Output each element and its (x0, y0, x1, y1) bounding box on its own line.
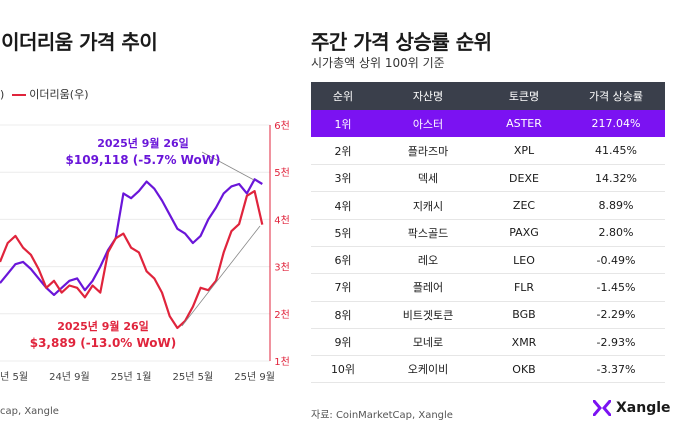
x-tick-label: 24년 9월 (49, 371, 90, 383)
table-row: 7위 플레어 FLR -1.45% (311, 273, 665, 302)
cell-change: -2.93% (567, 328, 665, 357)
cell-asset: 플레어 (375, 273, 481, 302)
header-asset: 자산명 (375, 82, 481, 110)
table-row: 8위 비트겟토큰 BGB -2.29% (311, 301, 665, 329)
y-axis-ticks: 1천 2천 3천 4천 5천 6천 (274, 120, 290, 368)
cell-asset: 지캐시 (375, 191, 481, 220)
y-tick-label: 5천 (274, 167, 290, 179)
cell-rank: 8위 (311, 301, 375, 329)
chart-grid (0, 124, 271, 362)
y-tick-label: 3천 (274, 262, 290, 274)
table-row: 5위 팍스골드 PAXG 2.80% (311, 219, 665, 247)
legend-eth-label: 이더리움(우) (29, 88, 89, 101)
x-tick-label: 25년 5월 (173, 371, 214, 383)
cell-asset: 플라즈마 (375, 137, 481, 166)
cell-change: 14.32% (567, 164, 665, 193)
xangle-logo-icon (593, 400, 611, 416)
btc-annotation-value: $109,118 (-5.7% WoW) (66, 153, 221, 167)
cell-change: -3.37% (567, 355, 665, 384)
cell-token: PAXG (481, 219, 567, 247)
x-tick-label: 24년 5월 (0, 371, 28, 383)
cell-asset: 레오 (375, 246, 481, 275)
cell-asset: 모네로 (375, 328, 481, 357)
cell-rank: 4위 (311, 191, 375, 220)
ranking-title: 주간 가격 상승률 순위 (311, 30, 492, 54)
table-header-row: 순위 자산명 토큰명 가격 상승률 (311, 82, 665, 110)
cell-rank: 9위 (311, 328, 375, 357)
cell-token: XPL (481, 137, 567, 166)
cell-token: BGB (481, 301, 567, 329)
cell-token: ASTER (481, 110, 567, 138)
cell-asset: 팍스골드 (375, 219, 481, 247)
cell-change: 217.04% (567, 110, 665, 138)
cell-rank: 6위 (311, 246, 375, 275)
cell-asset: 덱세 (375, 164, 481, 193)
btc-annotation-date: 2025년 9월 26일 (97, 136, 189, 150)
left-source: cap, Xangle (0, 406, 59, 417)
btc-series-line (0, 178, 263, 296)
eth-annotation-leader (181, 225, 261, 327)
legend-btc-label: ) (0, 87, 5, 101)
y-tick-label: 6천 (274, 120, 290, 132)
header-rank: 순위 (311, 82, 375, 110)
table-row: 3위 덱세 DEXE 14.32% (311, 164, 665, 193)
cell-change: 2.80% (567, 219, 665, 247)
cell-token: OKB (481, 355, 567, 384)
x-tick-label: 25년 9월 (234, 371, 275, 383)
cell-change: -0.49% (567, 246, 665, 275)
btc-annotation-leader (201, 151, 255, 181)
cell-token: LEO (481, 246, 567, 275)
legend-eth: 이더리움(우) (12, 86, 88, 102)
cell-token: FLR (481, 273, 567, 302)
legend-eth-swatch (12, 94, 27, 96)
header-token: 토큰명 (481, 82, 567, 110)
cell-asset: 아스터 (375, 110, 481, 138)
brand-name: Xangle (616, 400, 671, 416)
cell-rank: 3위 (311, 164, 375, 193)
table-row: 4위 지캐시 ZEC 8.89% (311, 191, 665, 220)
brand-logo: Xangle (593, 400, 671, 416)
eth-series-line (0, 190, 264, 330)
cell-change: 8.89% (567, 191, 665, 220)
table-row: 10위 오케이비 OKB -3.37% (311, 355, 665, 384)
cell-rank: 1위 (311, 110, 375, 138)
y-tick-label: 2천 (274, 309, 290, 321)
header-change: 가격 상승률 (567, 82, 665, 110)
right-source: 자료: CoinMarketCap, Xangle (311, 410, 453, 421)
cell-change: -2.29% (567, 301, 665, 329)
chart-legend: ) 이더리움(우) (0, 86, 88, 102)
cell-change: 41.45% (567, 137, 665, 166)
cell-change: -1.45% (567, 273, 665, 302)
chart-title: ·이더리움 가격 추이 (0, 30, 158, 54)
ranking-table: 순위 자산명 토큰명 가격 상승률 1위 아스터 ASTER 217.04% 2위 플라즈… (311, 82, 665, 384)
table-row: 2위 플라즈마 XPL 41.45% (311, 137, 665, 166)
cell-token: XMR (481, 328, 567, 357)
y-tick-label: 1천 (274, 356, 290, 368)
cell-asset: 오케이비 (375, 355, 481, 384)
table-row: 6위 레오 LEO -0.49% (311, 246, 665, 275)
cell-token: ZEC (481, 191, 567, 220)
cell-token: DEXE (481, 164, 567, 193)
x-axis-ticks: 24년 5월 24년 9월 25년 1월 25년 5월 25년 9월 (0, 371, 275, 383)
x-tick-label: 25년 1월 (111, 371, 152, 383)
cell-rank: 2위 (311, 137, 375, 166)
table-row: 1위 아스터 ASTER 217.04% (311, 110, 665, 138)
table-row: 9위 모네로 XMR -2.93% (311, 328, 665, 357)
eth-annotation-date: 2025년 9월 26일 (57, 319, 149, 333)
cell-rank: 10위 (311, 355, 375, 384)
cell-asset: 비트겟토큰 (375, 301, 481, 329)
cell-rank: 5위 (311, 219, 375, 247)
eth-annotation-value: $3,889 (-13.0% WoW) (30, 336, 177, 350)
ranking-subtitle: 시가총액 상위 100위 기준 (311, 56, 445, 70)
price-chart: 24년 5월 24년 9월 25년 1월 25년 5월 25년 9월 1천 2천 3천 4천 5… (0, 120, 290, 383)
ranking-table-body: 1위 아스터 ASTER 217.04% 2위 플라즈마 XPL 41.45% 3위 덱세 DEXE… (311, 110, 665, 384)
cell-rank: 7위 (311, 273, 375, 302)
y-tick-label: 4천 (274, 214, 290, 226)
